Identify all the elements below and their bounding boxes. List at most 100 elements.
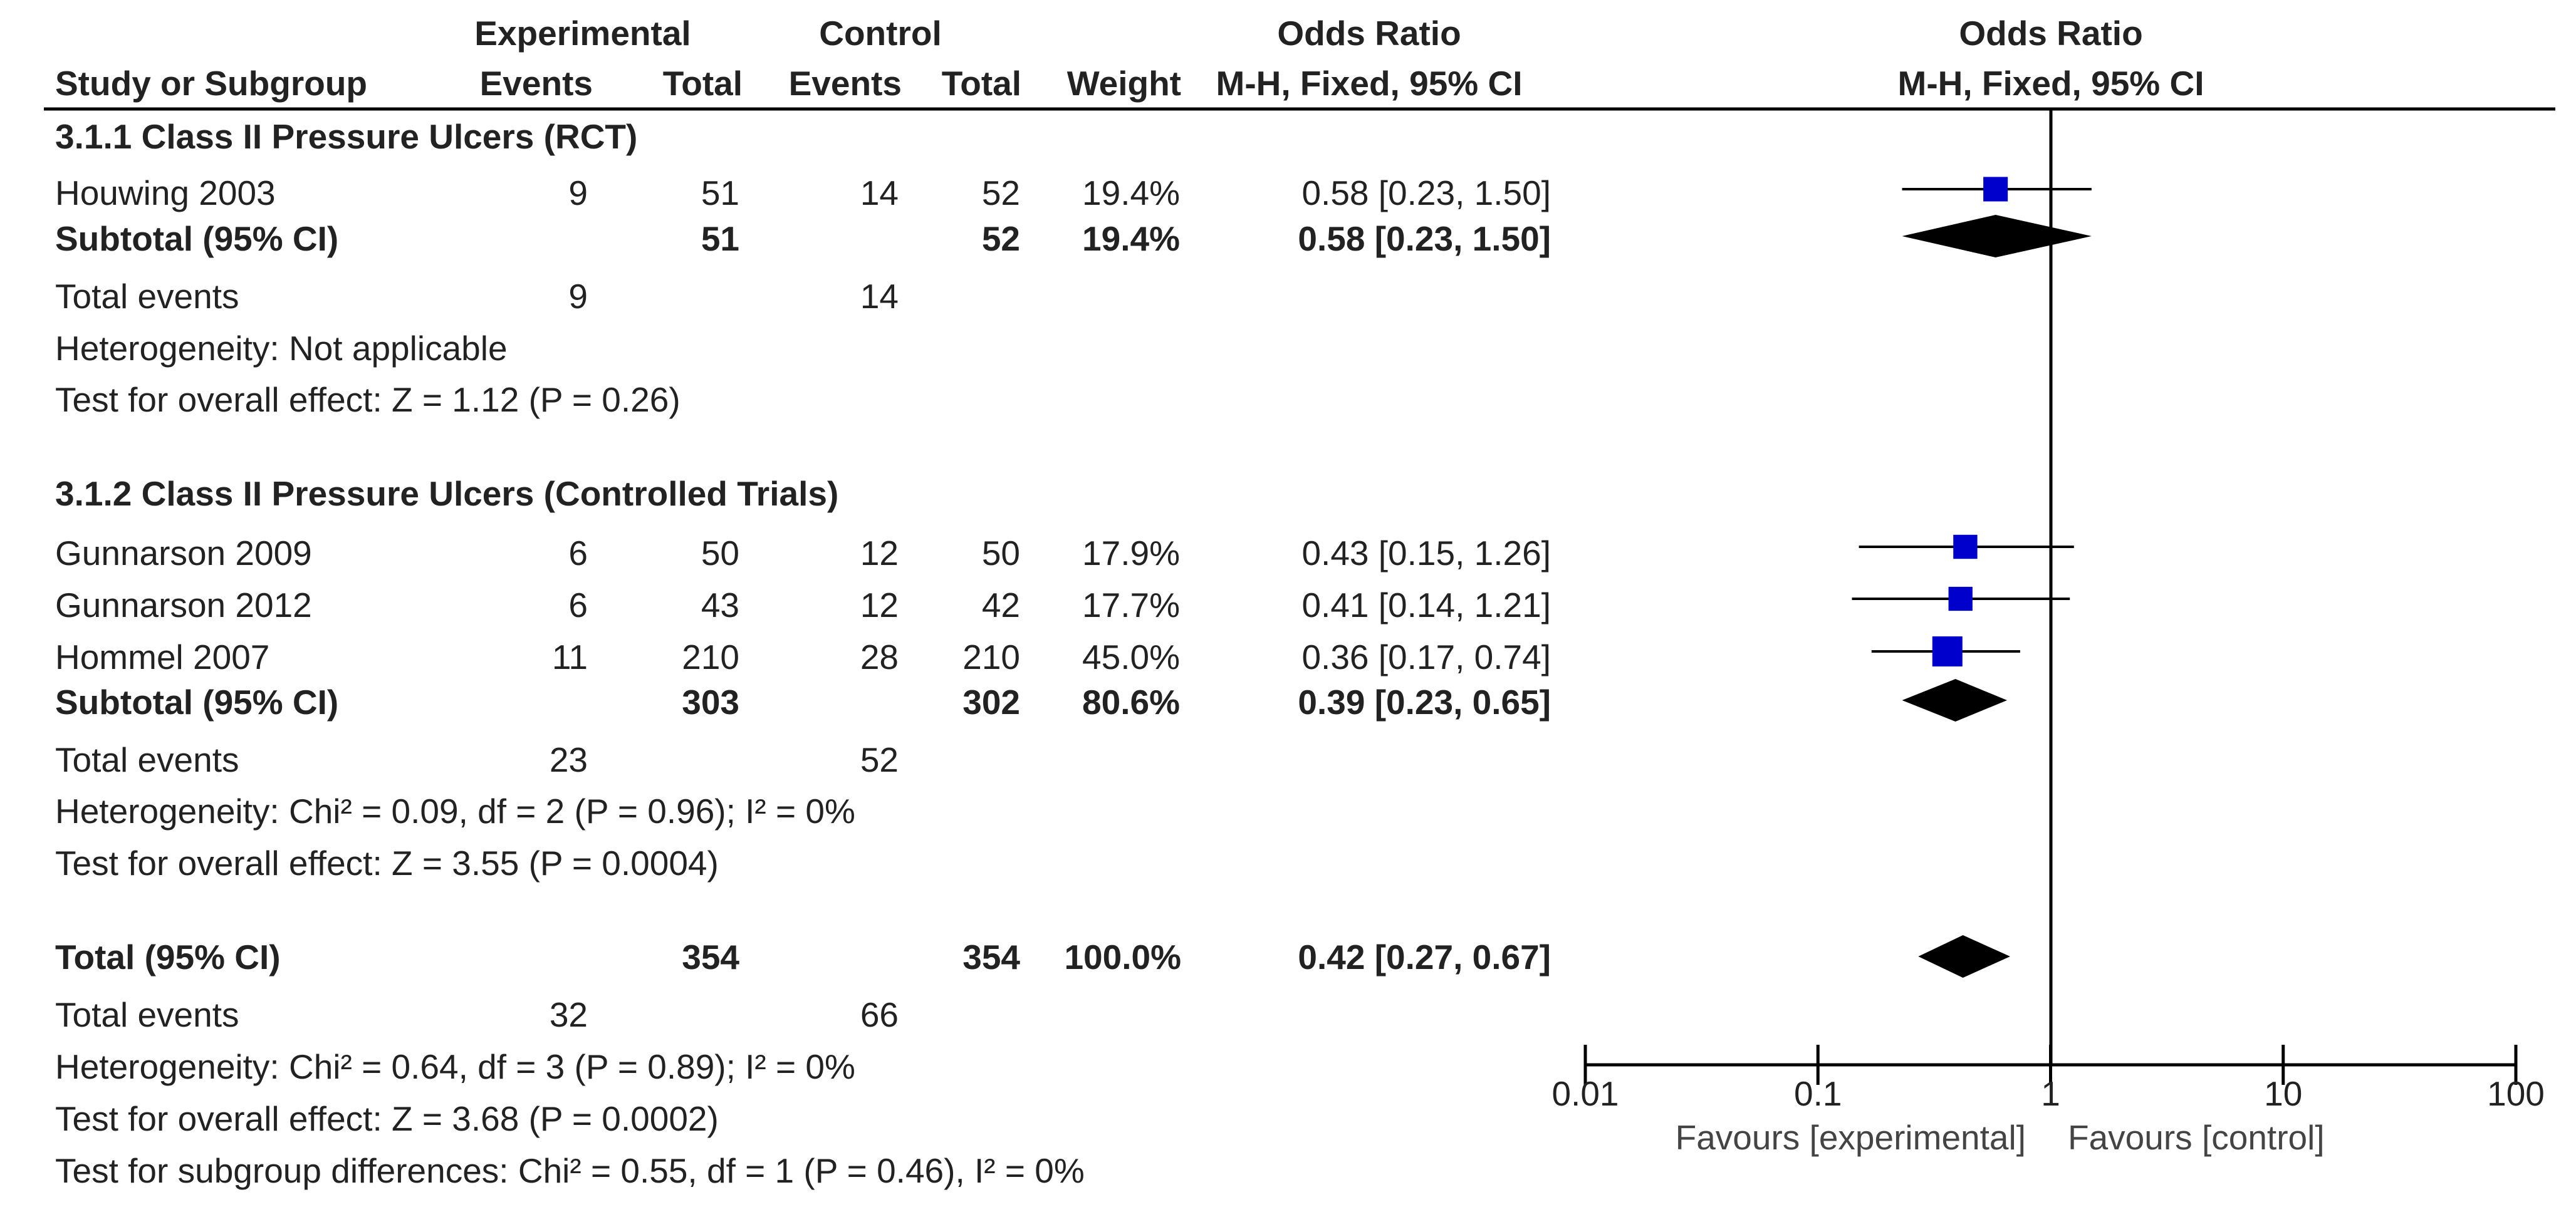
subtotal-row: Subtotal (95% CI) 51 52 19.4% 0.58 [0.23… [55,219,1551,258]
total-events-label: Total events [55,277,239,316]
subtotal-exp-total: 303 [682,683,739,722]
total-or-ci: 0.42 [0.27, 0.67] [1298,938,1551,976]
header-weight: Weight [1067,64,1181,103]
pooled-diamond [1902,679,2008,722]
total-events-exp: 32 [550,995,588,1034]
x-tick-label: 10 [2264,1074,2302,1113]
heterogeneity: Heterogeneity: Not applicable [55,329,508,368]
total-ctl-total: 354 [962,938,1020,976]
header-study: Study or Subgroup [55,64,367,103]
subtotal-label: Subtotal (95% CI) [55,219,338,258]
ctl-total: 50 [982,534,1020,572]
exp-total: 43 [701,586,739,624]
ctl-total: 42 [982,586,1020,624]
heterogeneity: Heterogeneity: Chi² = 0.09, df = 2 (P = … [55,792,855,831]
subtotal-ctl-total: 302 [962,683,1020,722]
x-tick-label: 0.01 [1551,1074,1619,1113]
ctl-events: 28 [860,638,899,676]
subtotal-weight: 80.6% [1082,683,1180,722]
overall-effect: Test for overall effect: Z = 1.12 (P = 0… [55,380,681,419]
subtotal-or-ci: 0.58 [0.23, 1.50] [1298,219,1551,258]
or-ci: 0.36 [0.17, 0.74] [1301,638,1551,676]
weight: 45.0% [1082,638,1180,676]
heterogeneity: Heterogeneity: Chi² = 0.64, df = 3 (P = … [55,1047,855,1086]
header-plot-odds-ratio: Odds Ratio [1959,14,2142,53]
subtotal-ctl-total: 52 [982,219,1020,258]
total-weight: 100.0% [1064,938,1181,976]
exp-total: 210 [682,638,739,676]
ctl-events: 14 [860,174,899,212]
ctl-total: 210 [962,638,1020,676]
subgroup-differences: Test for subgroup differences: Chi² = 0.… [55,1151,1085,1190]
pooled-diamond [1902,215,2092,257]
x-tick-label: 1 [2041,1074,2060,1113]
subtotal-label: Subtotal (95% CI) [55,683,338,722]
x-axis-ticks: 0.01 0.1 1 10 100 [1551,1045,2545,1113]
overall-total: Total (95% CI) 354 354 100.0% 0.42 [0.27… [55,938,1551,1190]
header-control: Control [819,14,942,53]
study-name: Gunnarson 2012 [55,586,312,624]
favours-right-label: Favours [control] [2068,1118,2325,1157]
total-events-exp: 9 [568,277,588,316]
or-ci: 0.58 [0.23, 1.50] [1301,174,1551,212]
ctl-events: 12 [860,534,899,572]
pooled-diamond [1918,935,2010,978]
header-experimental: Experimental [474,14,691,53]
weight: 17.9% [1082,534,1180,572]
ctl-events: 12 [860,586,899,624]
total-events-ctl: 14 [860,277,899,316]
subtotal-or-ci: 0.39 [0.23, 0.65] [1298,683,1551,722]
or-ci: 0.41 [0.14, 1.21] [1301,586,1551,624]
total-events-label: Total events [55,740,239,779]
subgroup-3-1-2: 3.1.2 Class II Pressure Ulcers (Controll… [55,474,1551,883]
total-events-label: Total events [55,995,239,1034]
forest-plot: 0.01 0.1 1 10 100 Favours [experimental] Fav… [1551,109,2545,1157]
subgroup-title: 3.1.2 Class II Pressure Ulcers (Controll… [55,474,838,513]
study-name: Houwing 2003 [55,174,276,212]
exp-total: 51 [701,174,739,212]
overall-effect: Test for overall effect: Z = 3.68 (P = 0… [55,1099,719,1138]
total-events-ctl: 66 [860,995,899,1034]
table-row: Gunnarson 2009 6 50 12 50 17.9% 0.43 [0.… [55,534,1551,572]
forest-marks [1852,177,2092,978]
header-ctl-total: Total [942,64,1021,103]
subgroup-title: 3.1.1 Class II Pressure Ulcers (RCT) [55,117,637,156]
table-header: Experimental Control Odds Ratio Odds Rat… [44,14,2555,111]
exp-events: 6 [568,586,588,624]
study-marker [1948,586,1973,611]
or-ci: 0.43 [0.15, 1.26] [1301,534,1551,572]
subtotal-weight: 19.4% [1082,219,1180,258]
weight: 19.4% [1082,174,1180,212]
table-row: Gunnarson 2012 6 43 12 42 17.7% 0.41 [0.… [55,586,1551,624]
header-odds-ratio: Odds Ratio [1277,14,1461,53]
total-events-ctl: 52 [860,740,899,779]
total-row: Total (95% CI) 354 354 100.0% 0.42 [0.27… [55,938,1551,976]
header-method: M-H, Fixed, 95% CI [1216,64,1523,103]
total-events-row: Total events 9 14 [55,277,899,316]
x-tick-label: 100 [2487,1074,2545,1113]
study-marker [1983,177,2008,202]
subgroup-3-1-1: 3.1.1 Class II Pressure Ulcers (RCT) Hou… [55,117,1551,419]
total-label: Total (95% CI) [55,938,281,976]
header-ctl-events: Events [789,64,902,103]
header-plot-method: M-H, Fixed, 95% CI [1898,64,2204,103]
ctl-total: 52 [982,174,1020,212]
table-row: Houwing 2003 9 51 14 52 19.4% 0.58 [0.23… [55,174,1551,212]
study-marker [1932,636,1963,666]
overall-effect: Test for overall effect: Z = 3.55 (P = 0… [55,844,719,883]
subtotal-exp-total: 51 [701,219,739,258]
subtotal-row: Subtotal (95% CI) 303 302 80.6% 0.39 [0.… [55,683,1551,722]
exp-events: 9 [568,174,588,212]
total-events-row: Total events 32 66 [55,995,899,1034]
total-events-row: Total events 23 52 [55,740,899,779]
total-exp-total: 354 [682,938,739,976]
exp-events: 6 [568,534,588,572]
exp-events: 11 [552,638,588,676]
x-tick-label: 0.1 [1794,1074,1842,1113]
header-exp-events: Events [480,64,593,103]
study-name: Gunnarson 2009 [55,534,312,572]
weight: 17.7% [1082,586,1180,624]
favours-left-label: Favours [experimental] [1676,1118,2026,1157]
total-events-exp: 23 [550,740,588,779]
